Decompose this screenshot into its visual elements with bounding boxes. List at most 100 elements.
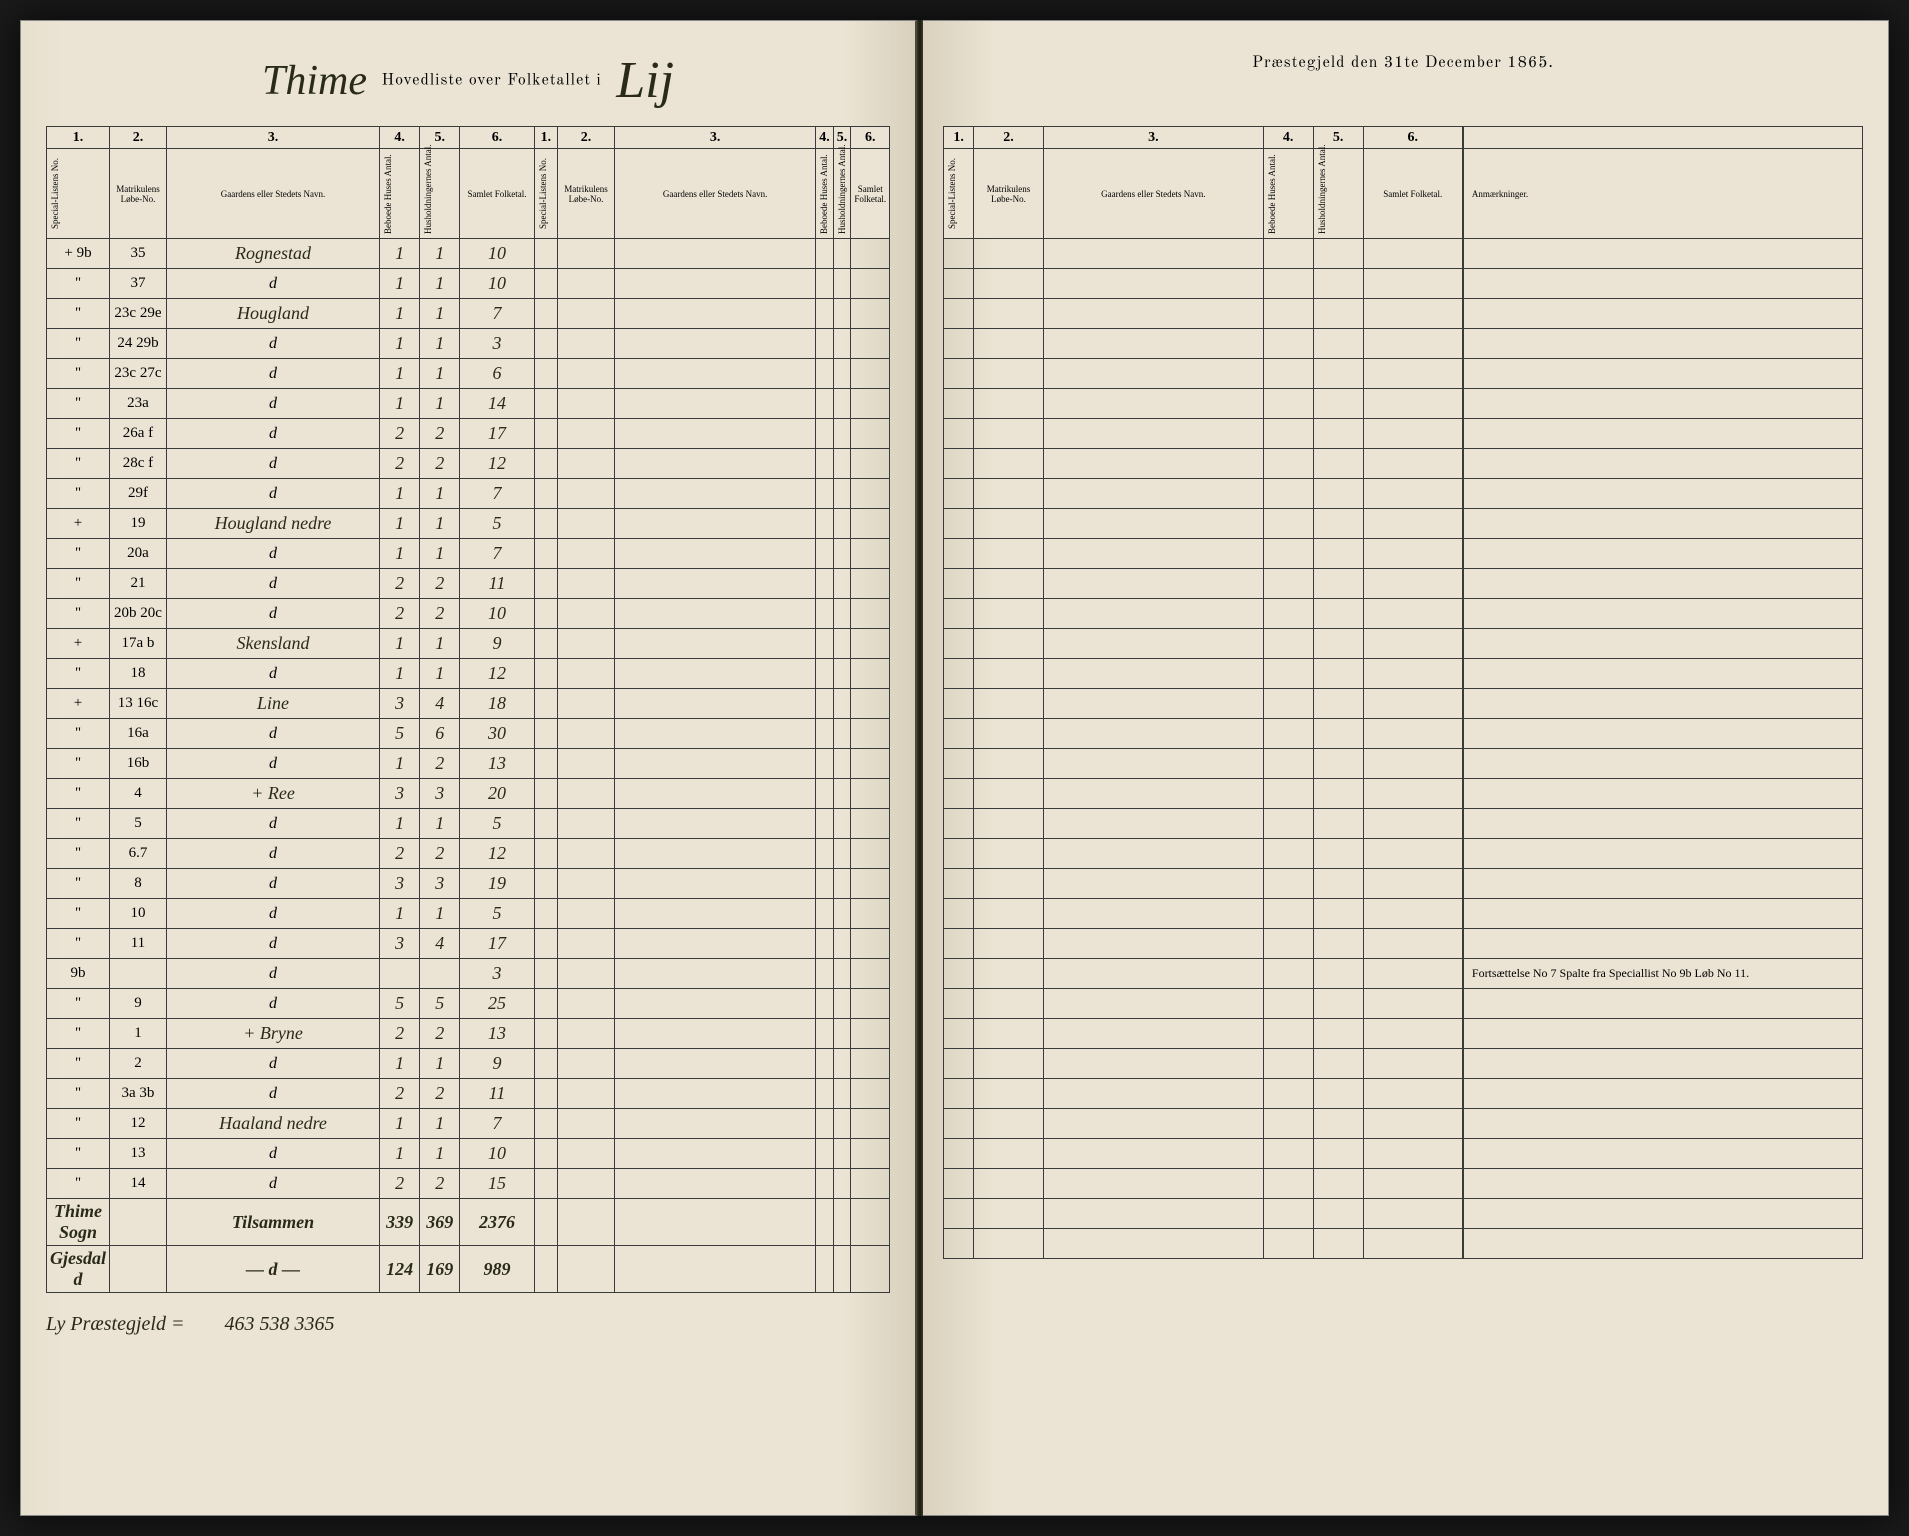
table-row xyxy=(944,1199,1863,1229)
cell-empty xyxy=(1263,1019,1313,1049)
cell xyxy=(110,959,167,989)
cell: " xyxy=(47,359,110,389)
cell-empty xyxy=(851,659,890,689)
footer-cell xyxy=(833,1246,851,1293)
cell: 5 xyxy=(460,509,534,539)
cell: 9 xyxy=(110,989,167,1019)
cell: 1 xyxy=(420,1049,460,1079)
cell: 1 xyxy=(420,359,460,389)
cell-empty xyxy=(614,599,815,629)
cell-empty xyxy=(851,1049,890,1079)
cell: 19 xyxy=(110,509,167,539)
cell-empty xyxy=(816,809,834,839)
cell: d xyxy=(166,749,379,779)
cell-empty xyxy=(851,239,890,269)
cell-empty xyxy=(614,899,815,929)
cell-empty xyxy=(534,1079,557,1109)
table-row: +17a bSkensland119 xyxy=(47,629,890,659)
cell-empty xyxy=(614,1079,815,1109)
footer-cell: Tilsammen xyxy=(166,1199,379,1246)
cell-empty xyxy=(1263,659,1313,689)
cell: Haaland nedre xyxy=(166,1109,379,1139)
cell-empty xyxy=(1043,959,1263,989)
cell-empty xyxy=(614,629,815,659)
cell: 1 xyxy=(420,899,460,929)
table-row: "11d3417 xyxy=(47,929,890,959)
cell-empty xyxy=(1313,989,1363,1019)
cell: d xyxy=(166,1169,379,1199)
cell-empty xyxy=(944,719,974,749)
cell-empty xyxy=(851,989,890,1019)
sub-1: Special-Listens No. xyxy=(50,154,60,234)
remarks-cell xyxy=(1463,419,1863,449)
r-col-4: 4. xyxy=(1263,127,1313,149)
cell-empty xyxy=(816,779,834,809)
cell-empty xyxy=(944,689,974,719)
cell: 2 xyxy=(420,1019,460,1049)
cell-empty xyxy=(974,389,1044,419)
cell-empty xyxy=(1313,419,1363,449)
cell-empty xyxy=(534,1169,557,1199)
cell-empty xyxy=(534,629,557,659)
remarks-cell xyxy=(1463,689,1863,719)
cell-empty xyxy=(614,749,815,779)
col-head-2b: 2. xyxy=(558,127,615,149)
cell-empty xyxy=(833,809,851,839)
cell: d xyxy=(166,359,379,389)
sub-5: Husholdningernes Antal. xyxy=(423,154,433,234)
cell-empty xyxy=(816,239,834,269)
cell-empty xyxy=(1363,779,1463,809)
cell-empty xyxy=(1263,1109,1313,1139)
cell-empty xyxy=(1043,599,1263,629)
cell-empty xyxy=(1263,749,1313,779)
cell-empty xyxy=(534,509,557,539)
cell-empty xyxy=(558,809,615,839)
footer-cell: 339 xyxy=(380,1199,420,1246)
cell-empty xyxy=(851,899,890,929)
cell: d xyxy=(166,389,379,419)
bottom-total-c5: 538 xyxy=(259,1313,289,1335)
cell-empty xyxy=(1313,629,1363,659)
cell: 1 xyxy=(420,509,460,539)
cell: 1 xyxy=(380,1049,420,1079)
cell: " xyxy=(47,989,110,1019)
cell-empty xyxy=(833,419,851,449)
cell-empty xyxy=(851,1169,890,1199)
cell-empty xyxy=(833,1019,851,1049)
table-row: "1+ Bryne2213 xyxy=(47,1019,890,1049)
cell-empty xyxy=(1043,329,1263,359)
cell-empty xyxy=(614,1109,815,1139)
cell-empty xyxy=(851,719,890,749)
cell: 10 xyxy=(110,899,167,929)
cell-empty xyxy=(534,539,557,569)
cell-empty xyxy=(944,1109,974,1139)
cell-empty xyxy=(1313,359,1363,389)
table-row xyxy=(944,479,1863,509)
cell: " xyxy=(47,719,110,749)
cell-empty xyxy=(534,389,557,419)
cell: 10 xyxy=(460,599,534,629)
cell: d xyxy=(166,659,379,689)
table-row: "28c fd2212 xyxy=(47,449,890,479)
cell-empty xyxy=(1263,539,1313,569)
cell: d xyxy=(166,719,379,749)
cell-empty xyxy=(974,1199,1044,1229)
table-row: Fortsættelse No 7 Spalte fra Speciallist… xyxy=(944,959,1863,989)
cell-empty xyxy=(944,1079,974,1109)
bottom-total-c6: 3365 xyxy=(294,1313,334,1335)
cell: " xyxy=(47,1079,110,1109)
cell: Hougland nedre xyxy=(166,509,379,539)
cell-empty xyxy=(851,389,890,419)
table-row: "23c 29eHougland117 xyxy=(47,299,890,329)
table-body-left: + 9b35Rognestad1110"37d1110"23c 29eHougl… xyxy=(47,239,890,1199)
cell-empty xyxy=(851,509,890,539)
cell-empty xyxy=(974,1139,1044,1169)
bottom-total-label: Ly Præstegjeld = xyxy=(46,1313,184,1335)
cell: + Ree xyxy=(166,779,379,809)
cell-empty xyxy=(944,929,974,959)
cell-empty xyxy=(816,539,834,569)
cell-empty xyxy=(1313,599,1363,629)
cell-empty xyxy=(816,329,834,359)
cell-empty xyxy=(1363,959,1463,989)
cell-empty xyxy=(1263,779,1313,809)
